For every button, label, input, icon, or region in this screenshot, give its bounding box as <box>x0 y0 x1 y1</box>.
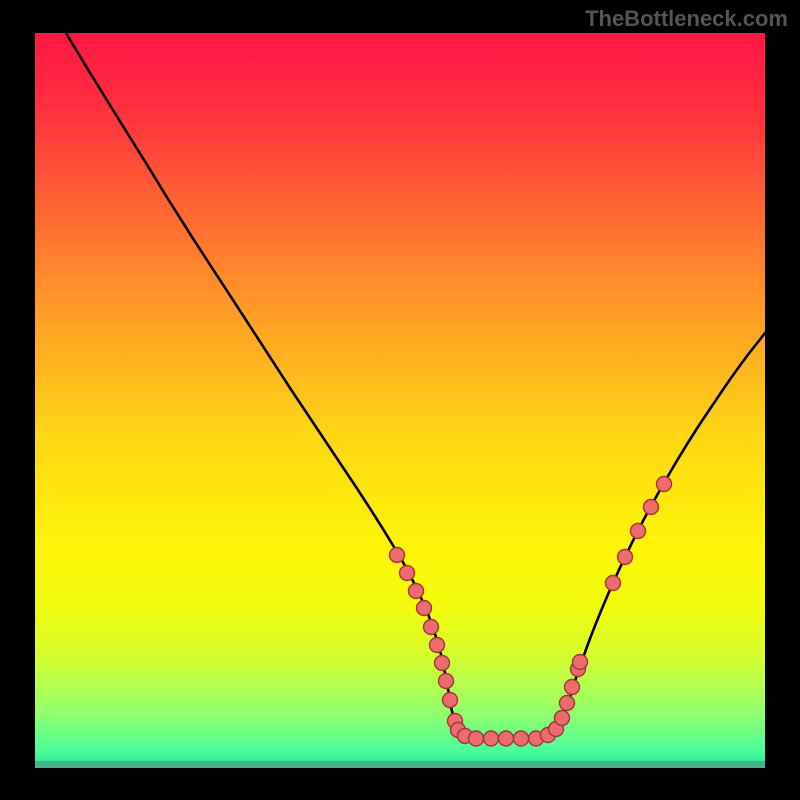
chart-svg <box>0 0 800 800</box>
bottom-band <box>35 761 765 768</box>
curve-marker <box>644 500 659 515</box>
curve-marker <box>514 731 529 746</box>
curve-marker <box>618 550 633 565</box>
plot-gradient-area <box>35 33 765 768</box>
curve-marker <box>631 524 646 539</box>
curve-marker <box>484 731 499 746</box>
curve-marker <box>430 638 445 653</box>
watermark-text: TheBottleneck.com <box>585 6 788 32</box>
curve-marker <box>606 576 621 591</box>
chart-canvas: TheBottleneck.com <box>0 0 800 800</box>
curve-marker <box>443 693 458 708</box>
curve-marker <box>435 656 450 671</box>
curve-marker <box>439 674 454 689</box>
curve-marker <box>417 601 432 616</box>
curve-marker <box>469 731 484 746</box>
curve-marker <box>424 620 439 635</box>
curve-marker <box>555 711 570 726</box>
curve-marker <box>560 696 575 711</box>
curve-marker <box>657 477 672 492</box>
curve-marker <box>409 584 424 599</box>
curve-marker <box>390 548 405 563</box>
curve-marker <box>400 566 415 581</box>
curve-marker <box>573 655 588 670</box>
curve-marker <box>565 680 580 695</box>
curve-marker <box>499 731 514 746</box>
